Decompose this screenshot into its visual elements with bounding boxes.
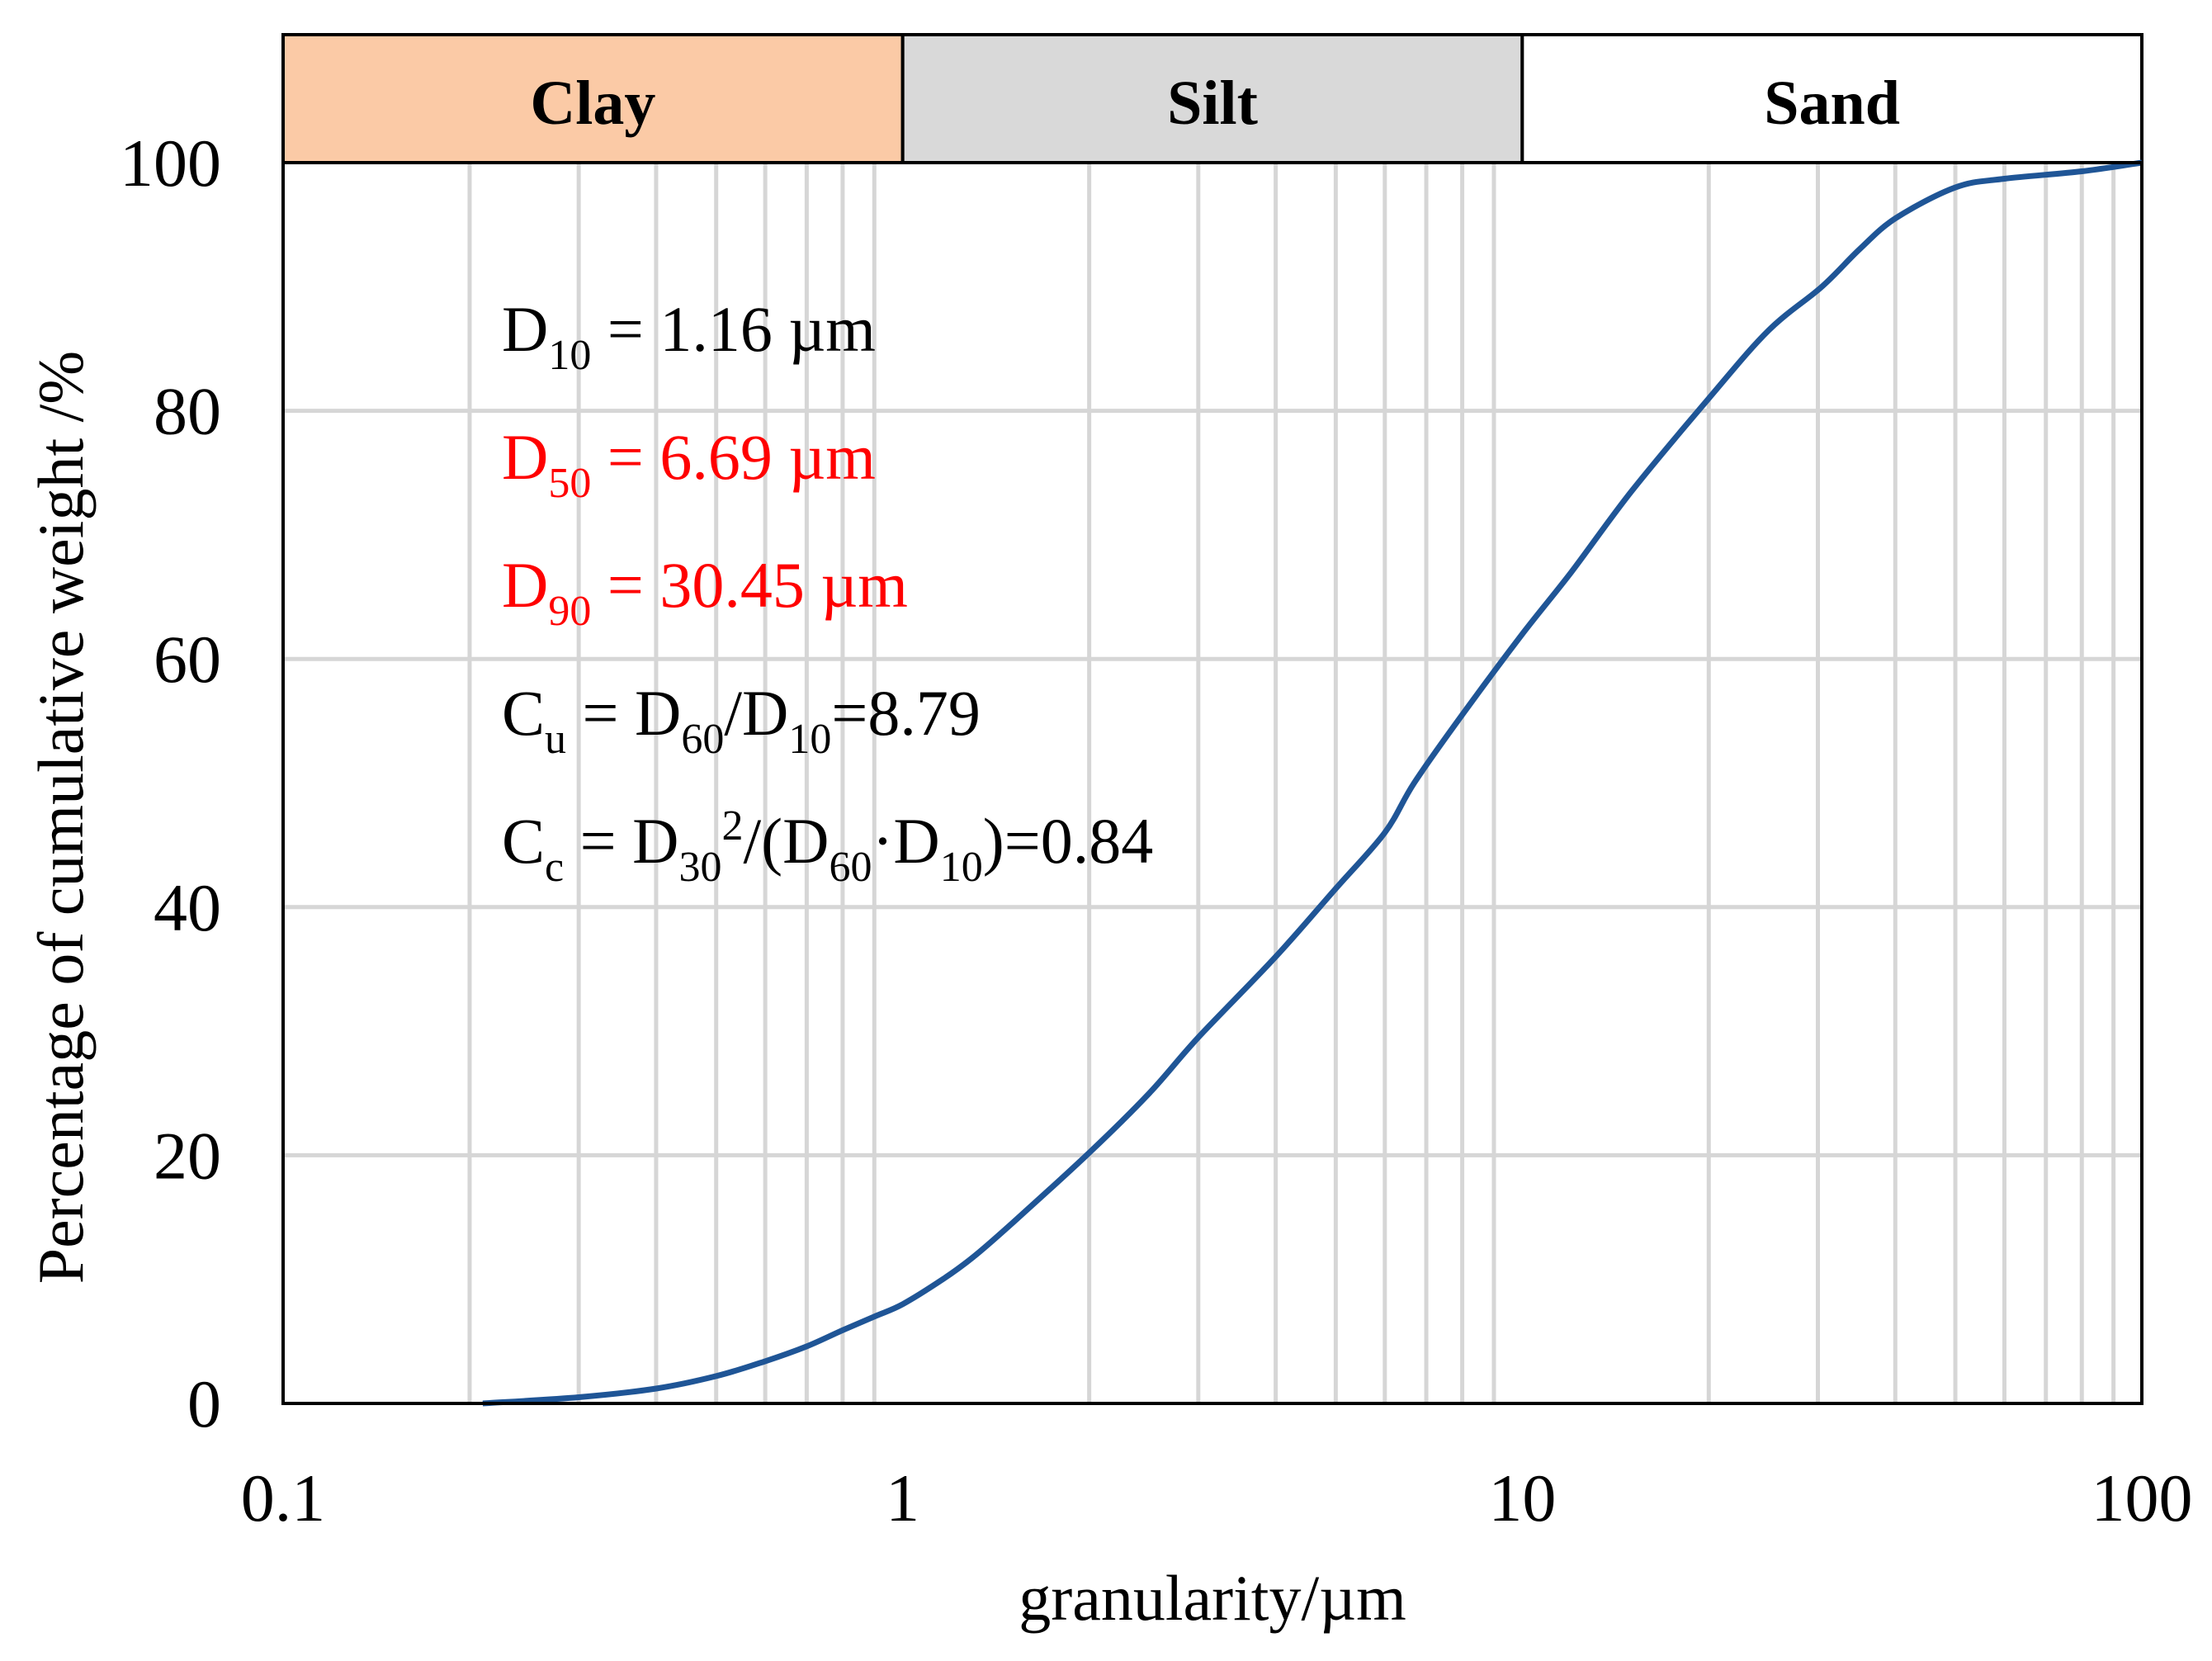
y-tick-label: 100 bbox=[120, 125, 221, 201]
annotation-part: D bbox=[502, 293, 548, 365]
annotation-part: = 1.16 µm bbox=[591, 293, 876, 365]
annotation-part: )=0.84 bbox=[983, 805, 1153, 877]
soil-class-bands: Clay Silt Sand bbox=[281, 33, 2144, 164]
plot-border bbox=[281, 161, 2143, 1405]
annotation-part: 10 bbox=[788, 716, 831, 763]
annotation-1: D50 = 6.69 µm bbox=[502, 421, 876, 507]
annotation-part: =8.79 bbox=[831, 677, 981, 749]
annotation-part: c bbox=[545, 844, 564, 891]
annotation-part: = 6.69 µm bbox=[591, 421, 876, 493]
annotation-part: ·D bbox=[872, 805, 939, 877]
y-axis-title: Percentage of cumulative weight /% bbox=[25, 351, 97, 1285]
annotation-0: D10 = 1.16 µm bbox=[502, 293, 876, 379]
plot-frame bbox=[281, 161, 2143, 1405]
band-label-silt: Silt bbox=[1167, 69, 1258, 138]
y-tick-label: 40 bbox=[154, 870, 221, 945]
curve-layer bbox=[482, 159, 2143, 1407]
annotation-part: 10 bbox=[548, 332, 591, 379]
annotation-part: /D bbox=[724, 677, 788, 749]
annotation-3: Cu = D60/D10=8.79 bbox=[502, 677, 981, 763]
annotation-part: 2 bbox=[721, 802, 743, 849]
annotation-part: 50 bbox=[548, 460, 591, 507]
annotation-2: D90 = 30.45 µm bbox=[502, 549, 908, 635]
annotation-part: 90 bbox=[548, 588, 591, 635]
tick-labels: 0.1 1 10 100 0 20 40 60 80 100 bbox=[120, 125, 2193, 1536]
annotation-part: /(D bbox=[743, 805, 829, 877]
grid bbox=[283, 163, 2142, 1403]
x-axis-title: granularity/µm bbox=[1019, 1562, 1406, 1634]
annotation-part: 30 bbox=[678, 844, 721, 891]
annotation-part: C bbox=[502, 677, 545, 749]
band-clay bbox=[281, 33, 905, 164]
annotation-part: u bbox=[545, 716, 566, 763]
series-line-cumulative-weight bbox=[482, 159, 2143, 1407]
annotation-part: D bbox=[502, 549, 548, 621]
annotation-part: 60 bbox=[681, 716, 724, 763]
x-tick-label: 100 bbox=[2091, 1460, 2193, 1536]
y-tick-label: 60 bbox=[154, 622, 221, 697]
y-tick-label: 0 bbox=[187, 1366, 221, 1441]
annotation-part: = 30.45 µm bbox=[591, 549, 908, 621]
x-tick-label: 1 bbox=[886, 1460, 919, 1536]
y-tick-label: 80 bbox=[154, 374, 221, 449]
x-tick-label: 10 bbox=[1488, 1460, 1556, 1536]
annotation-part: C bbox=[502, 805, 545, 877]
x-tick-label: 0.1 bbox=[241, 1460, 326, 1536]
annotation-part: 10 bbox=[940, 844, 983, 891]
annotation-part: D bbox=[502, 421, 548, 493]
y-tick-label: 20 bbox=[154, 1118, 221, 1193]
annotation-part: = D bbox=[566, 677, 681, 749]
band-label-clay: Clay bbox=[530, 69, 655, 138]
annotation-part: = D bbox=[564, 805, 678, 877]
annotation-part: 60 bbox=[829, 844, 872, 891]
annotation-4: Cc = D302/(D60·D10)=0.84 bbox=[502, 802, 1153, 891]
band-label-sand: Sand bbox=[1764, 69, 1900, 138]
